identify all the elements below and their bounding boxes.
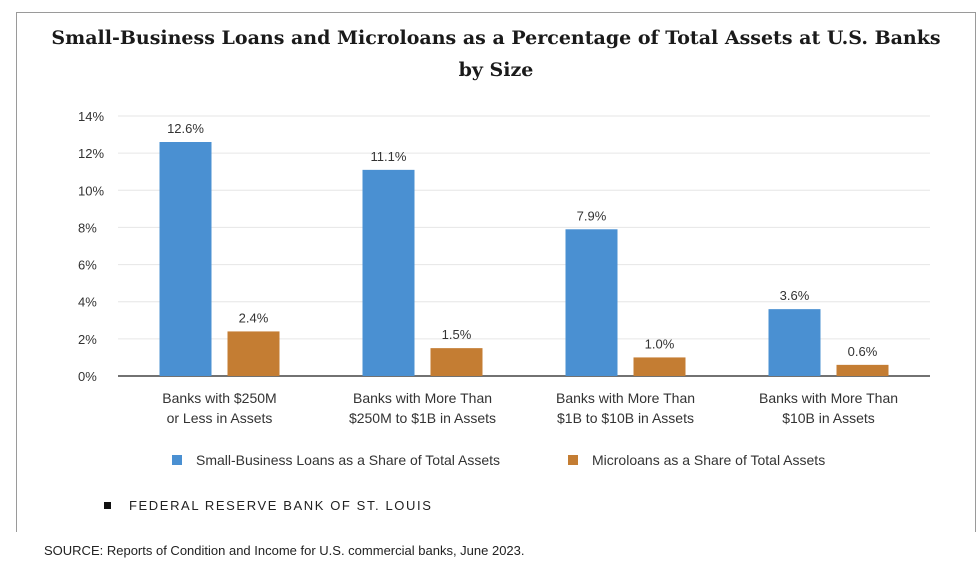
fed-logo-square-icon [104, 502, 111, 509]
data-label: 11.1% [371, 149, 407, 164]
y-tick-label: 6% [78, 258, 97, 273]
legend-swatch-small-business [172, 455, 182, 465]
y-tick-label: 8% [78, 220, 97, 235]
fed-branding-text: FEDERAL RESERVE BANK OF ST. LOUIS [129, 498, 433, 513]
bar [227, 331, 280, 376]
source-note: SOURCE: Reports of Condition and Income … [44, 543, 525, 558]
x-category-label: or Less in Assets [167, 410, 273, 426]
legend-label-small-business: Small-Business Loans as a Share of Total… [196, 452, 501, 468]
bar [565, 229, 618, 376]
y-tick-label: 4% [78, 295, 97, 310]
data-label: 1.0% [645, 336, 675, 351]
bar [633, 357, 686, 376]
bar [768, 309, 821, 376]
bar [159, 142, 212, 376]
bar [430, 348, 483, 376]
y-tick-label: 14% [78, 109, 104, 124]
bar-chart: 0% 2% 4% 6% 8% 10% 12% 14% 12.6% 2.4% Banks with $… [78, 109, 930, 426]
chart-title: Small-Business Loans and Microloans as a… [16, 22, 976, 86]
legend-item-microloans: Microloans as a Share of Total Assets [568, 452, 825, 468]
x-category-label: $250M to $1B in Assets [349, 410, 496, 426]
x-category-label: Banks with More Than [556, 390, 695, 406]
x-category-label: Banks with More Than [353, 390, 492, 406]
bar [362, 169, 415, 376]
x-category-label: Banks with $250M [162, 390, 276, 406]
y-tick-label: 10% [78, 183, 104, 198]
data-label: 7.9% [577, 208, 607, 223]
x-category-label: Banks with More Than [759, 390, 898, 406]
data-label: 3.6% [780, 288, 810, 303]
data-label: 2.4% [239, 310, 269, 325]
legend: Small-Business Loans as a Share of Total… [0, 452, 979, 472]
y-tick-label: 0% [78, 369, 97, 384]
data-label: 0.6% [848, 344, 878, 359]
chart-title-line-2: by Size [458, 59, 534, 81]
y-tick-label: 2% [78, 332, 97, 347]
bar [836, 364, 889, 376]
data-label: 12.6% [167, 121, 204, 136]
chart-title-line-1: Small-Business Loans and Microloans as a… [51, 27, 941, 49]
legend-item-small-business: Small-Business Loans as a Share of Total… [172, 452, 500, 468]
legend-swatch-microloans [568, 455, 578, 465]
x-category-label: $1B to $10B in Assets [557, 410, 694, 426]
data-label: 1.5% [442, 327, 472, 342]
x-category-label: $10B in Assets [782, 410, 875, 426]
fed-branding: FEDERAL RESERVE BANK OF ST. LOUIS [104, 498, 432, 513]
y-tick-label: 12% [78, 146, 104, 161]
chart-frame [16, 12, 976, 532]
legend-label-microloans: Microloans as a Share of Total Assets [592, 452, 826, 468]
